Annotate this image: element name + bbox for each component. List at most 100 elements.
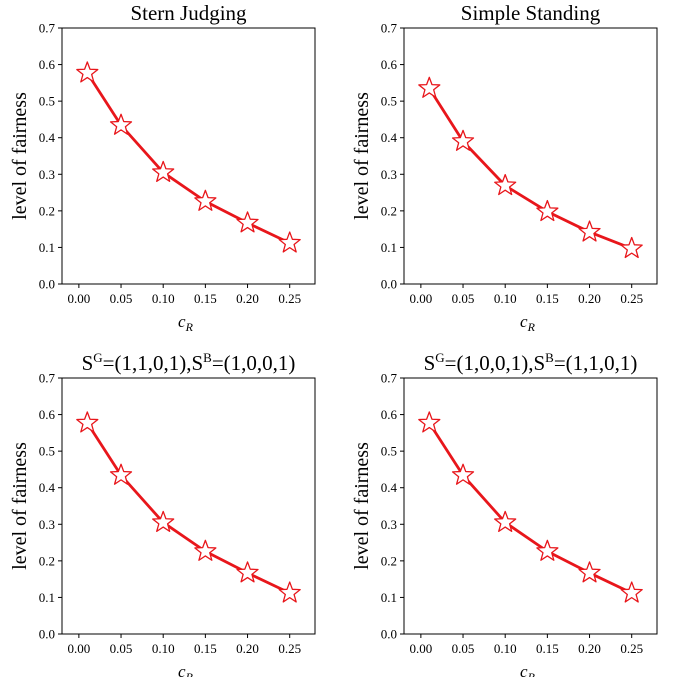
x-tick-label: 0.15	[194, 291, 217, 306]
x-tick-label: 0.10	[152, 291, 175, 306]
series-line	[428, 87, 633, 250]
x-tick-label: 0.25	[620, 641, 643, 656]
y-axis-label: level of fairness	[9, 442, 31, 570]
plot-frame	[403, 377, 658, 635]
star-marker	[578, 220, 601, 242]
x-axis-label-subscript: R	[527, 670, 536, 677]
x-tick-label: 0.10	[152, 641, 175, 656]
y-tick-label: 0.2	[39, 553, 55, 568]
chart-panel-4: SG=(1,0,0,1),SB=(1,1,0,1) 0.0 0.1 0.2 0.3 0.4…	[351, 350, 658, 677]
y-tick-label: 0.7	[381, 21, 398, 36]
x-tick-label: 0.20	[236, 291, 259, 306]
y-tick-label: 0.5	[381, 94, 397, 109]
title-text: =(1,1,0,1)	[554, 351, 638, 375]
x-tick-label: 0.25	[620, 291, 643, 306]
star-marker	[494, 510, 517, 533]
y-tick-label: 0.0	[381, 627, 397, 642]
star-marker	[236, 211, 259, 233]
y-tick-label: 0.1	[381, 240, 397, 255]
x-tick-label: 0.20	[236, 641, 259, 656]
star-marker	[578, 561, 601, 583]
chart-title: SG=(1,0,0,1),SB=(1,1,0,1)	[424, 350, 638, 375]
chart-title: Stern Judging	[130, 1, 247, 25]
x-tick-label: 0.10	[494, 291, 517, 306]
title-text: =(1,1,0,1),S	[103, 351, 204, 375]
chart-panel-2: Simple Standing 0.0 0.1 0.2 0.3 0.4 0.5 0.6 0.7 0…	[351, 1, 658, 334]
star-marker	[278, 231, 301, 253]
x-axis-label: cR	[520, 312, 536, 334]
chart-panel-3: SG=(1,1,0,1),SB=(1,0,0,1) 0.0 0.1 0.2 0.3 0.4…	[9, 350, 316, 677]
y-tick-label: 0.2	[381, 553, 397, 568]
star-marker	[152, 510, 175, 533]
chart-title: SG=(1,1,0,1),SB=(1,0,0,1)	[82, 350, 296, 375]
y-axis-label: level of fairness	[351, 442, 373, 570]
chart-title: Simple Standing	[461, 1, 601, 25]
x-tick-label: 0.00	[409, 641, 432, 656]
x-axis-label: cR	[520, 662, 536, 677]
y-tick-label: 0.0	[39, 627, 55, 642]
y-tick-label: 0.6	[39, 57, 56, 72]
star-marker	[278, 581, 301, 603]
x-tick-label: 0.25	[278, 641, 301, 656]
star-marker	[76, 61, 99, 83]
y-tick-label: 0.5	[381, 444, 397, 459]
title-superscript: B	[545, 350, 554, 365]
star-marker	[152, 160, 175, 183]
y-tick-label: 0.4	[39, 480, 56, 495]
x-tick-label: 0.10	[494, 641, 517, 656]
star-marker	[451, 463, 475, 485]
x-axis-label: cR	[178, 312, 194, 334]
y-tick-label: 0.3	[39, 167, 55, 182]
y-tick-label: 0.5	[39, 94, 55, 109]
x-axis-label-subscript: R	[527, 320, 536, 334]
x-axis-label-subscript: R	[185, 320, 194, 334]
x-axis-label-subscript: R	[185, 670, 194, 677]
x-tick-label: 0.05	[452, 641, 475, 656]
y-axis-label: level of fairness	[351, 92, 373, 220]
star-marker	[451, 129, 475, 151]
series-line	[428, 422, 633, 595]
y-tick-label: 0.3	[381, 517, 397, 532]
y-tick-label: 0.6	[381, 57, 398, 72]
star-marker	[536, 539, 559, 561]
series-line	[86, 422, 291, 595]
star-marker	[76, 411, 99, 433]
y-tick-label: 0.2	[39, 203, 55, 218]
y-tick-label: 0.3	[381, 167, 397, 182]
title-text: =(1,0,0,1),S	[445, 351, 546, 375]
y-tick-label: 0.4	[39, 130, 56, 145]
title-text: =(1,0,0,1)	[212, 351, 296, 375]
star-marker	[418, 411, 441, 433]
x-axis-label-main: c	[178, 662, 186, 677]
x-tick-label: 0.05	[110, 291, 133, 306]
star-marker	[418, 76, 441, 98]
y-axis-label: level of fairness	[9, 92, 31, 220]
x-tick-label: 0.15	[536, 641, 559, 656]
y-tick-label: 0.6	[39, 407, 56, 422]
star-marker	[194, 539, 217, 561]
star-marker	[536, 199, 559, 222]
y-tick-label: 0.1	[39, 240, 55, 255]
star-marker	[109, 463, 133, 485]
x-tick-label: 0.20	[578, 641, 601, 656]
x-tick-label: 0.00	[409, 291, 432, 306]
y-tick-label: 0.7	[39, 21, 56, 36]
x-axis-label-main: c	[520, 312, 528, 331]
plot-frame	[61, 27, 316, 285]
plot-frame	[403, 27, 658, 285]
x-tick-label: 0.15	[536, 291, 559, 306]
title-superscript: G	[435, 350, 444, 365]
star-marker	[620, 236, 643, 259]
x-tick-label: 0.05	[110, 641, 133, 656]
title-text: S	[82, 351, 94, 375]
y-tick-label: 0.1	[381, 590, 397, 605]
y-tick-label: 0.7	[39, 371, 56, 386]
title-superscript: B	[203, 350, 212, 365]
x-axis-label-main: c	[178, 312, 186, 331]
star-marker	[194, 189, 217, 211]
x-axis-label: cR	[178, 662, 194, 677]
y-tick-label: 0.0	[39, 277, 55, 292]
x-tick-label: 0.00	[67, 641, 90, 656]
y-tick-label: 0.4	[381, 130, 398, 145]
